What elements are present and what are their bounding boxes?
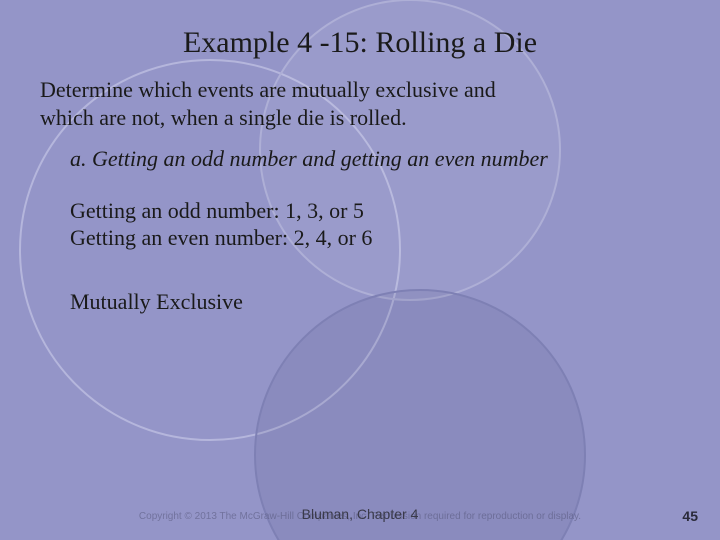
prompt-line-1: Determine which events are mutually excl…: [40, 76, 680, 104]
line-even: Getting an even number: 2, 4, or 6: [70, 224, 680, 252]
prompt-line-2: which are not, when a single die is roll…: [40, 104, 680, 132]
item-a: a. Getting an odd number and getting an …: [70, 145, 680, 173]
page-number: 45: [682, 508, 698, 524]
slide-title: Example 4 -15: Rolling a Die: [40, 26, 680, 60]
line-odd: Getting an odd number: 1, 3, or 5: [70, 197, 680, 225]
slide: Example 4 -15: Rolling a Die Determine w…: [0, 0, 720, 540]
conclusion: Mutually Exclusive: [70, 288, 680, 316]
footer-center: Bluman, Chapter 4: [0, 506, 720, 522]
